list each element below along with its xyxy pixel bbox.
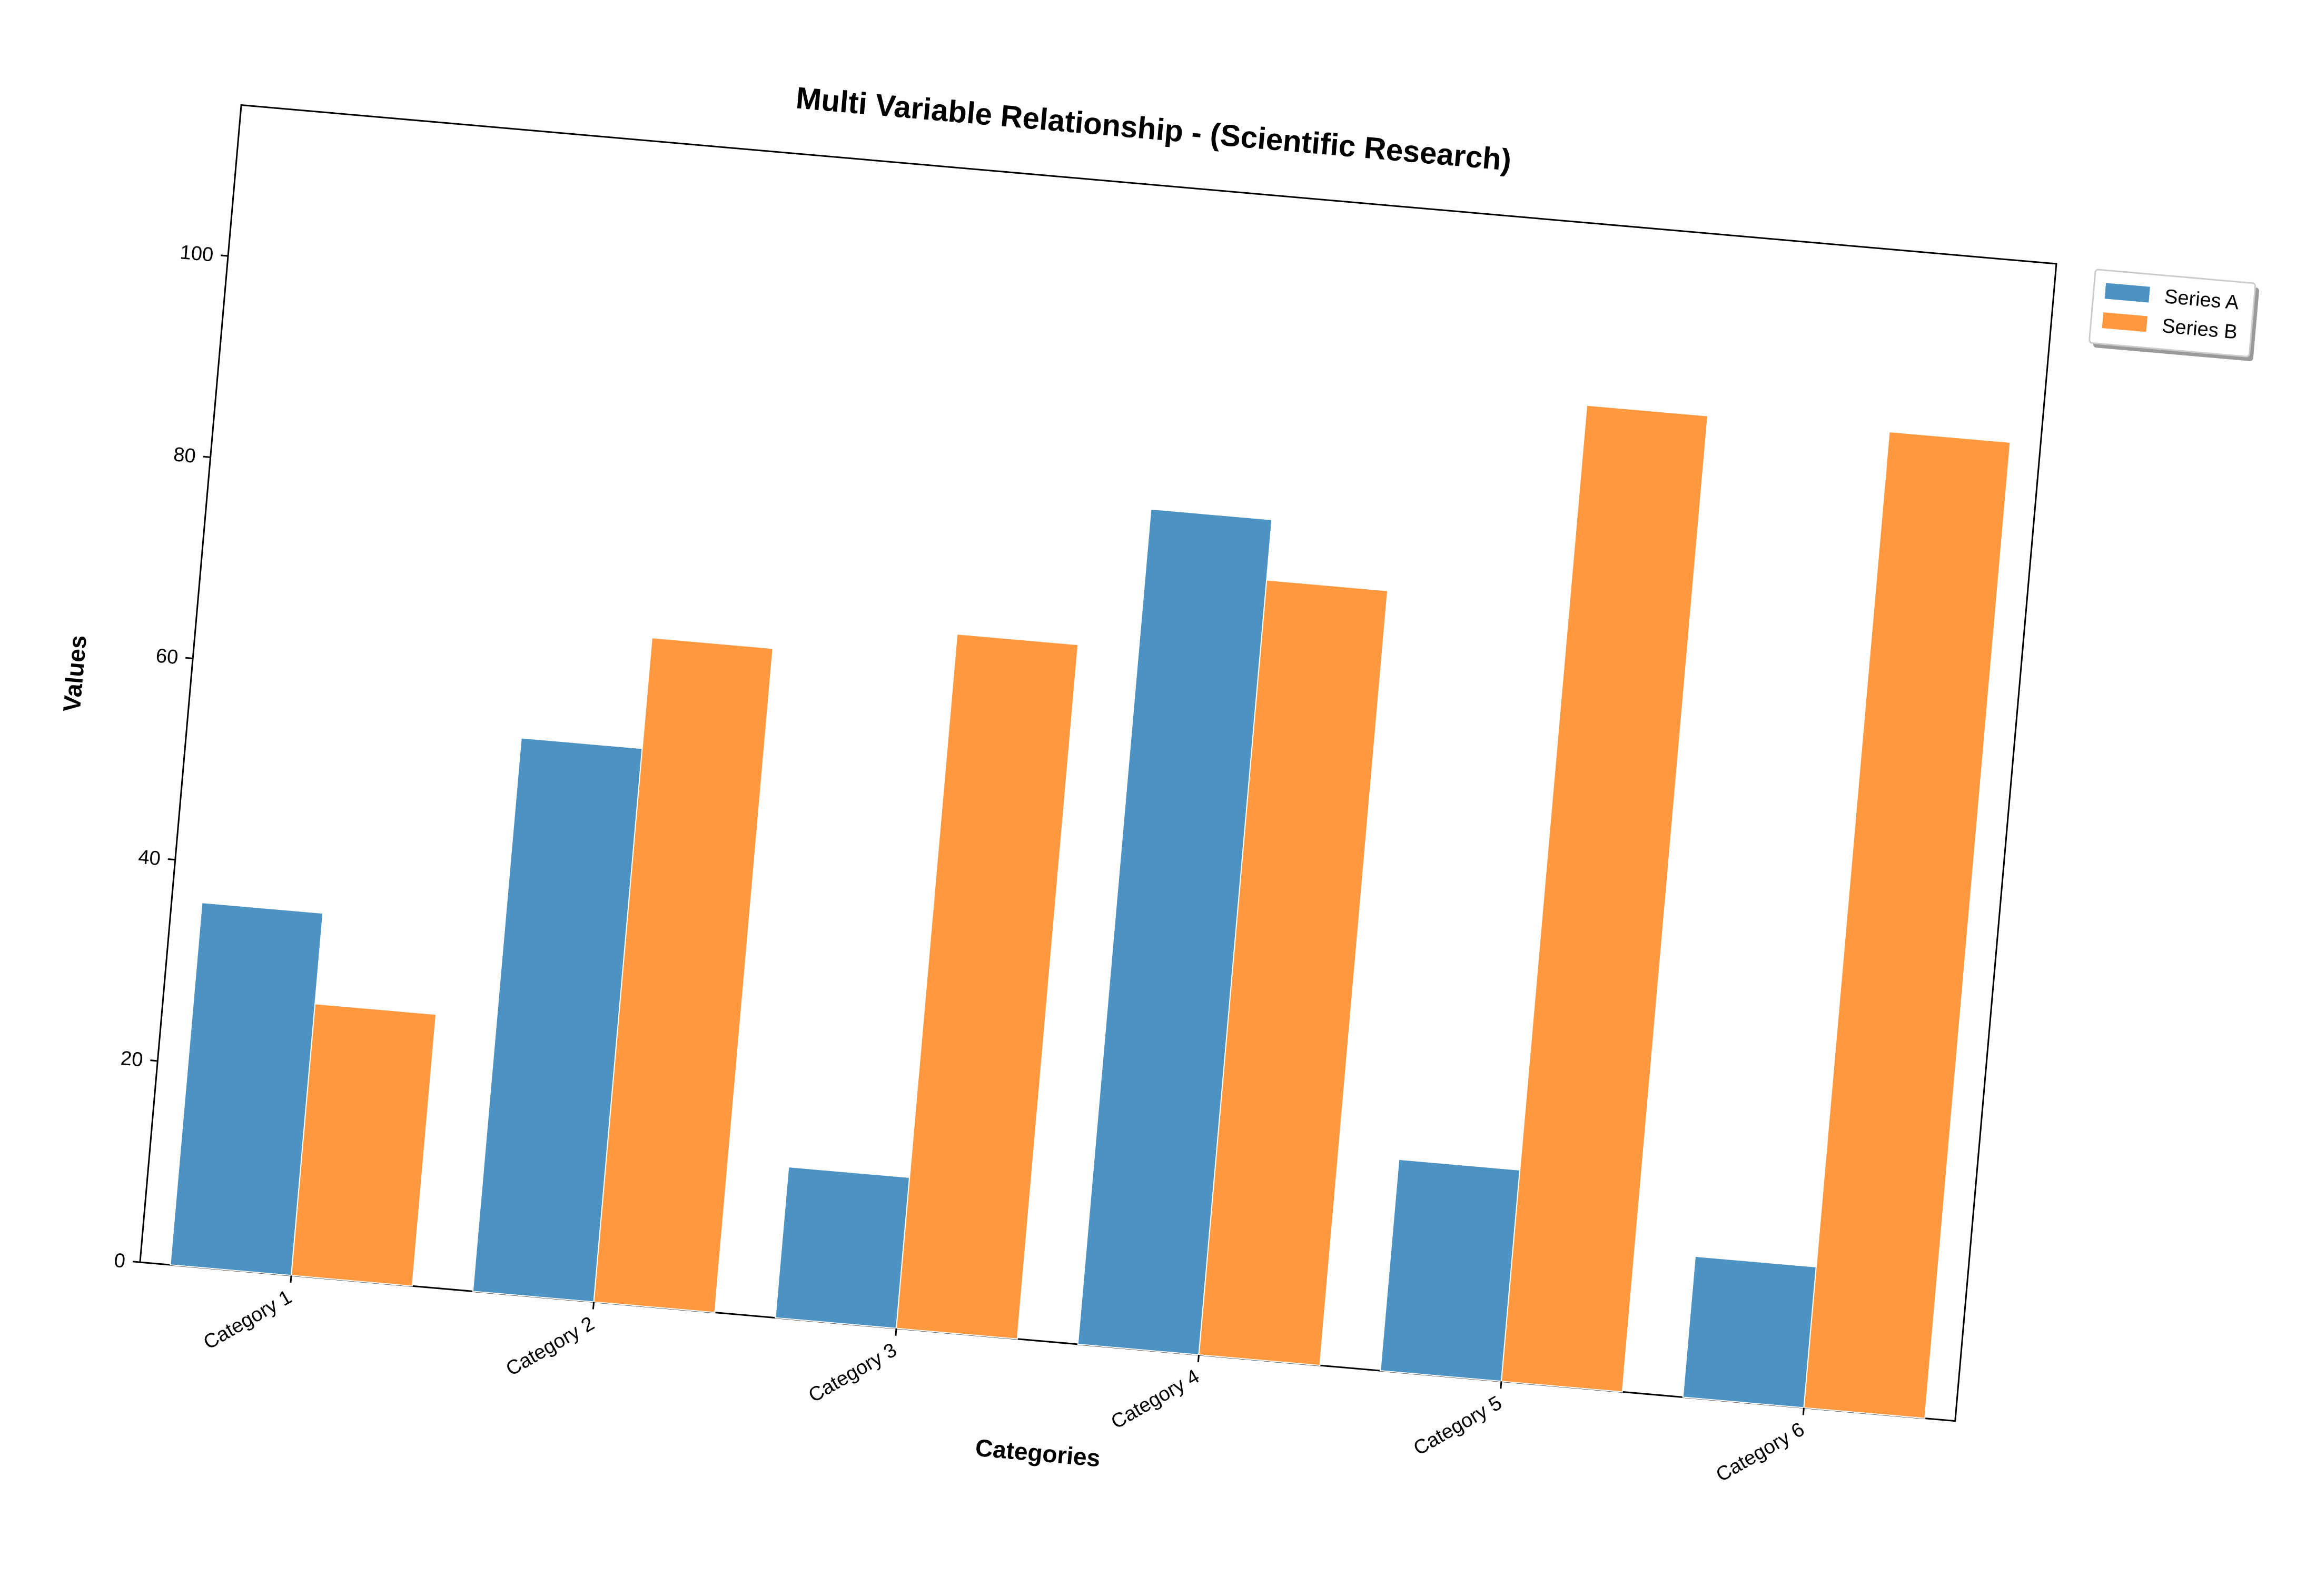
y-axis-title: Values [58, 634, 92, 713]
x-tick-mark [1802, 1407, 1805, 1415]
y-axis: 0 20 40 60 80 100 [113, 241, 229, 1273]
y-tick-label: 20 [120, 1047, 144, 1072]
bar-series-b-2 [593, 637, 774, 1313]
x-tick-label: Category 4 [1107, 1365, 1203, 1433]
bar-series-b-5 [1500, 404, 1709, 1393]
x-axis-title: Categories [974, 1434, 1101, 1472]
bar-series-a-3 [775, 1166, 910, 1329]
legend-swatch [2102, 312, 2147, 332]
bar-series-b-1 [291, 1003, 437, 1287]
x-tick-mark [1197, 1354, 1200, 1363]
bars-layer [170, 404, 2011, 1419]
x-tick-label: Category 1 [200, 1286, 295, 1354]
bar-series-a-5 [1380, 1158, 1521, 1382]
y-tick-label: 100 [179, 241, 214, 266]
y-tick-mark [220, 254, 229, 257]
y-tick-label: 60 [155, 645, 179, 669]
y-tick-label: 0 [113, 1250, 126, 1273]
x-tick-label: Category 5 [1410, 1392, 1506, 1460]
x-tick-label: Category 6 [1713, 1418, 1808, 1486]
y-tick-label: 40 [137, 846, 162, 870]
legend-swatch [2104, 283, 2150, 303]
x-tick-label: Category 2 [502, 1312, 598, 1380]
bar-series-b-3 [895, 633, 1079, 1340]
bar-series-b-6 [1803, 431, 2011, 1419]
y-tick-mark [150, 1059, 158, 1062]
bar-series-b-4 [1198, 579, 1389, 1366]
x-tick-label: Category 3 [805, 1339, 900, 1407]
bar-series-a-6 [1682, 1255, 1817, 1409]
y-tick-label: 80 [173, 443, 197, 468]
